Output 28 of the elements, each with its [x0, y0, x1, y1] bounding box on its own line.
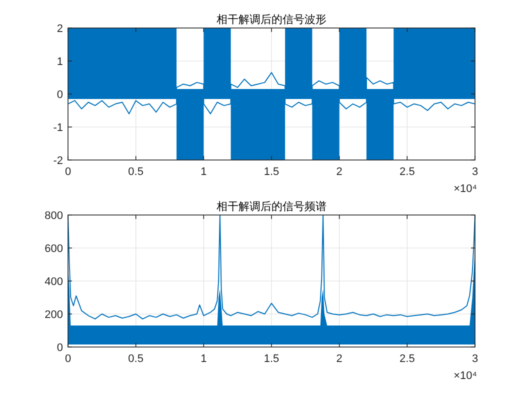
- x-tick-label: 1: [200, 353, 207, 365]
- y-tick-label: -1: [53, 122, 63, 134]
- x-tick-label: 0.5: [128, 166, 144, 178]
- x-tick-label: 3: [472, 166, 478, 178]
- x-tick-label: 1: [200, 166, 207, 178]
- y-tick-label: 1: [56, 56, 63, 68]
- text: ×10⁴: [454, 183, 478, 195]
- y-tick-label: 2: [56, 23, 63, 35]
- x-tick-label: 2: [336, 353, 342, 365]
- chart-title: 相干解调后的信号频谱: [216, 200, 326, 213]
- text: ×10⁴: [454, 370, 478, 382]
- y-tick-label: 400: [44, 276, 63, 288]
- x-tick-label: 3: [472, 353, 478, 365]
- y-tick-label: 0: [56, 89, 63, 101]
- x-tick-label: 2.5: [400, 353, 415, 365]
- y-tick-label: -2: [53, 155, 63, 167]
- x-tick-label: 2.5: [400, 166, 415, 178]
- y-tick-label: 200: [44, 309, 63, 321]
- x-tick-label: 1.5: [264, 353, 280, 365]
- x-tick-label: 0: [64, 166, 72, 178]
- x-tick-label: 2: [336, 166, 342, 178]
- x-tick-label: 1.5: [264, 166, 280, 178]
- x-tick-label: 0: [64, 353, 72, 365]
- y-tick-label: 0: [56, 342, 63, 354]
- y-tick-label: 800: [44, 210, 63, 222]
- chart-title: 相干解调后的信号波形: [216, 13, 326, 26]
- x-tick-label: 0.5: [128, 353, 144, 365]
- y-tick-label: 600: [44, 243, 63, 255]
